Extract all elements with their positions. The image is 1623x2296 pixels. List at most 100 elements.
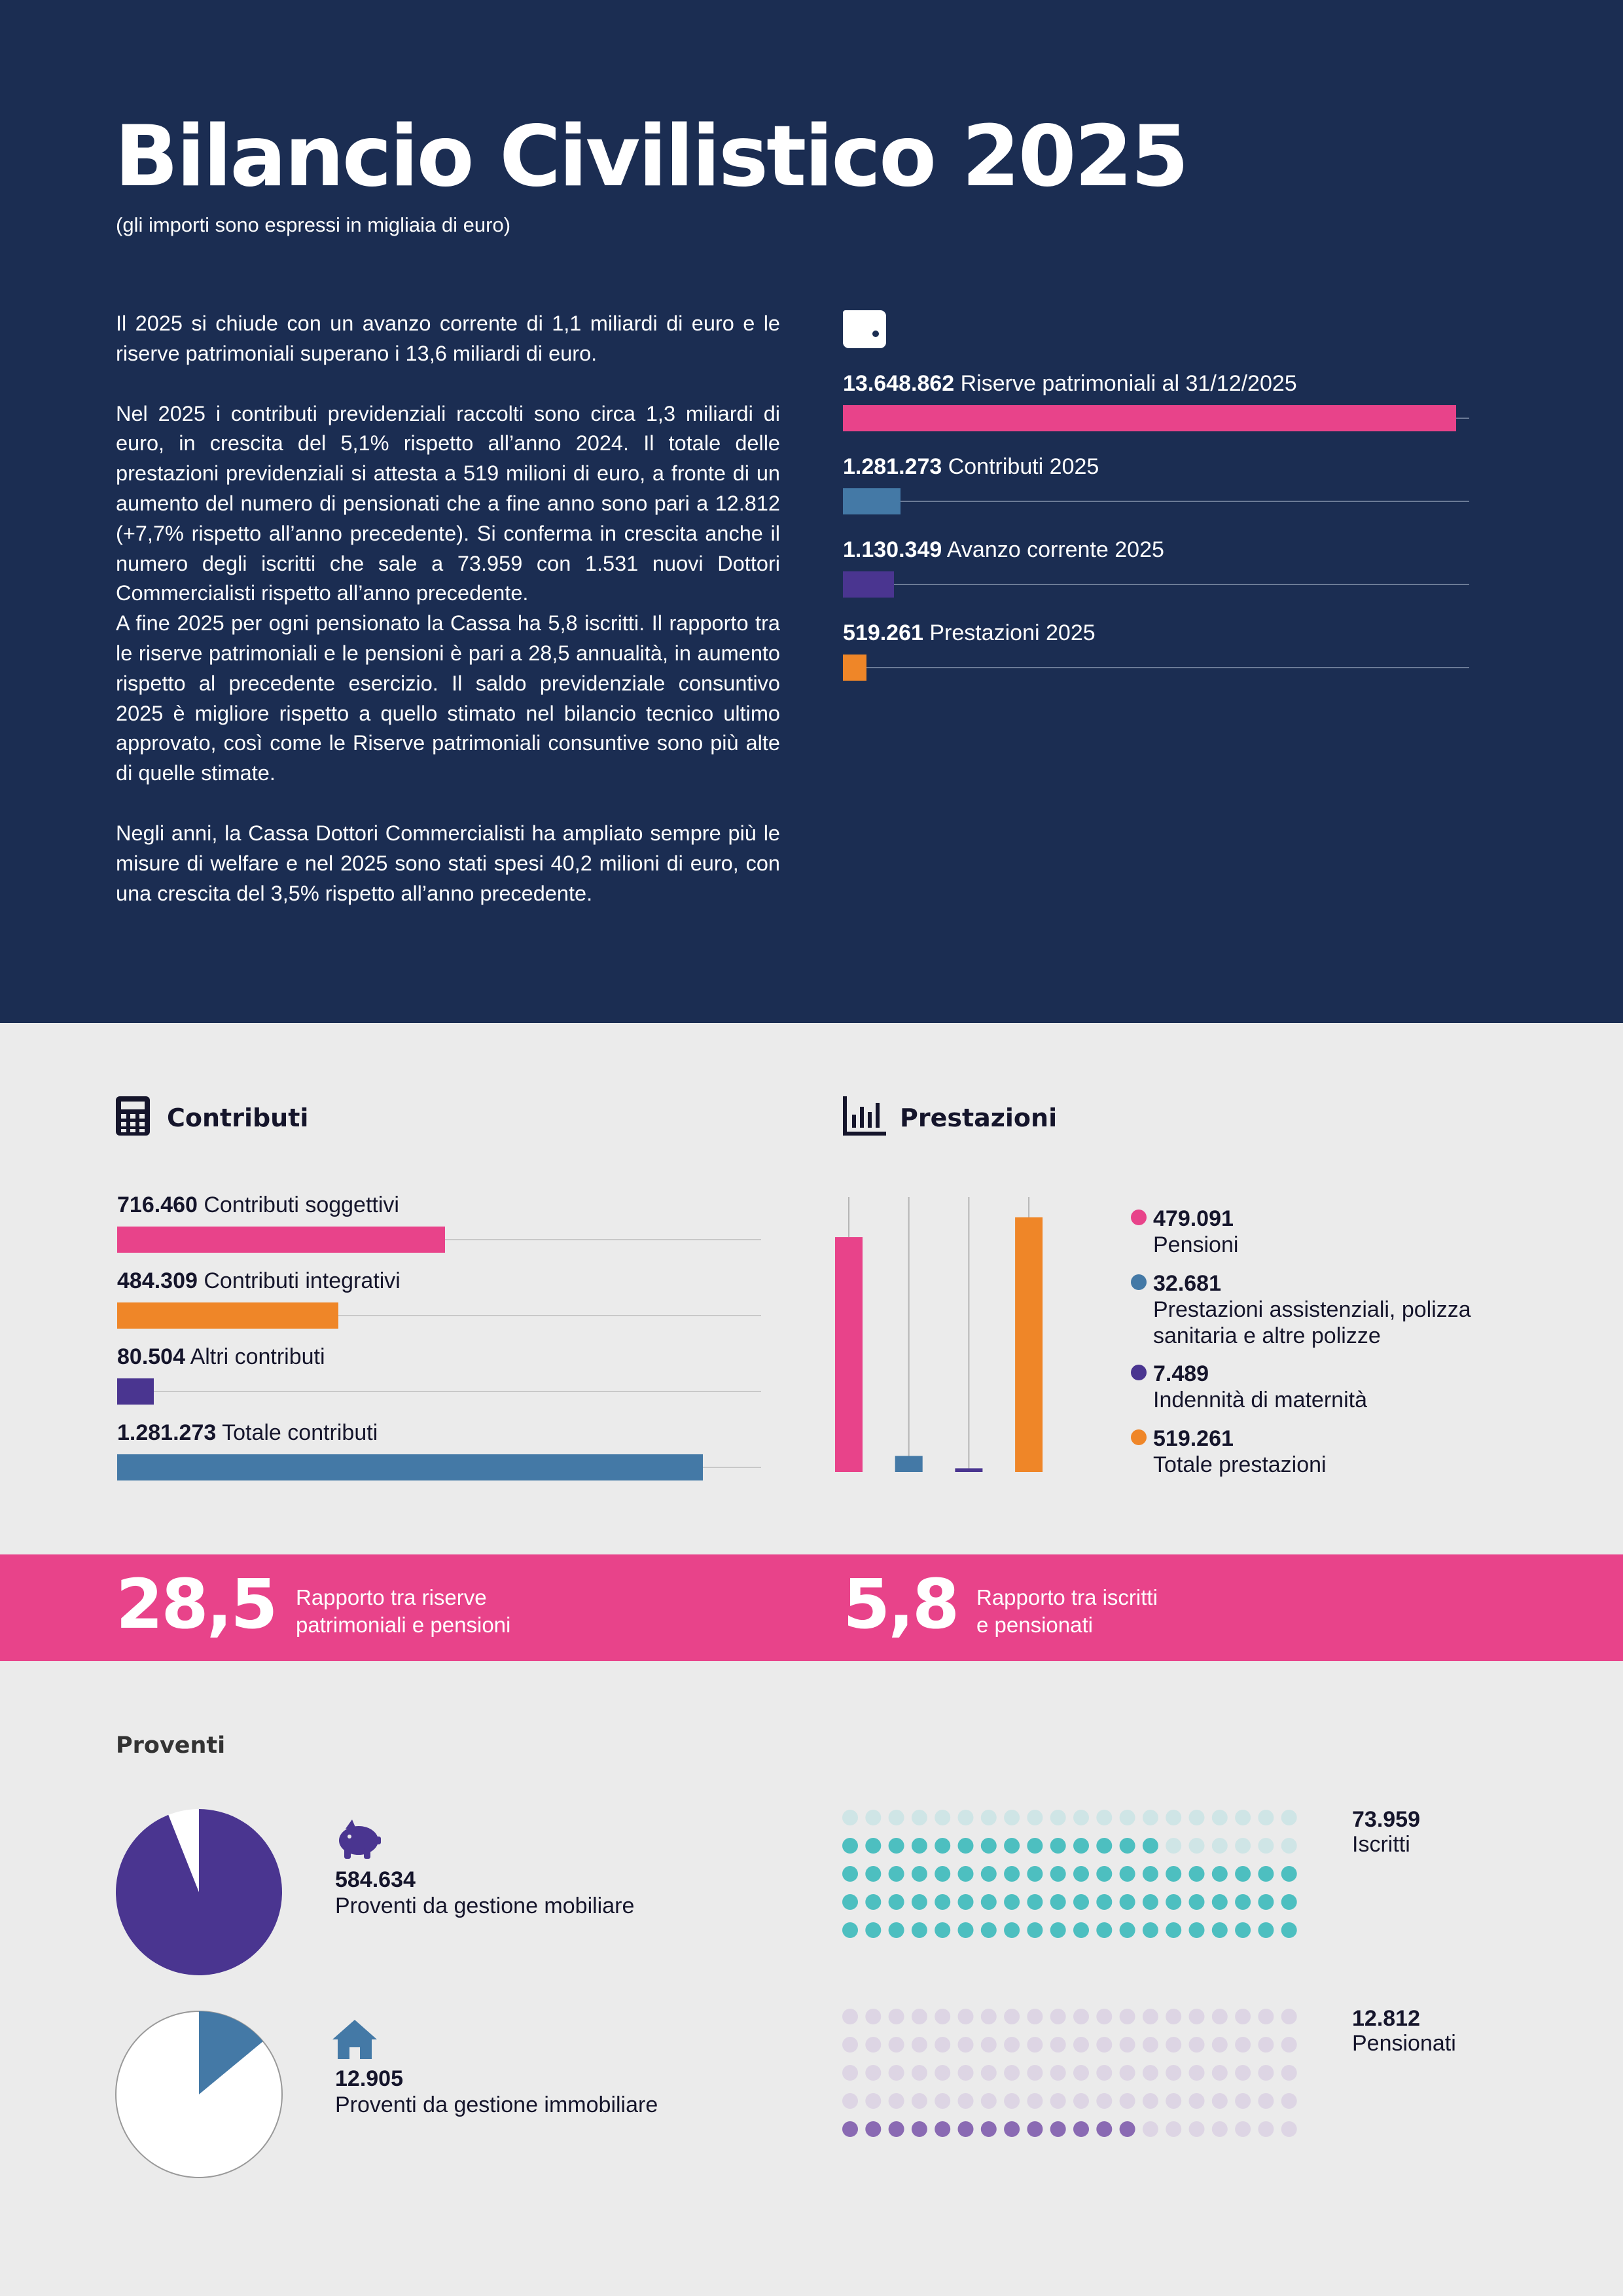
ratio-text: patrimoniali e pensioni xyxy=(296,1613,511,1637)
dot-filled xyxy=(1166,1922,1182,1938)
dot-empty xyxy=(1188,1810,1205,1825)
dot-empty xyxy=(1096,2065,1113,2081)
section-title: Prestazioni xyxy=(900,1103,1058,1132)
dot-empty xyxy=(1119,2093,1135,2109)
dot-filled xyxy=(1050,1894,1066,1910)
calculator-icon xyxy=(116,1096,150,1136)
category-label: Prestazioni 2025 xyxy=(929,620,1096,645)
bar xyxy=(1015,1217,1043,1472)
dot-empty xyxy=(865,1810,882,1825)
dot-filled xyxy=(1004,1922,1020,1938)
dot-filled xyxy=(842,2121,858,2137)
value-label: 12.905 xyxy=(335,2066,403,2091)
track-line xyxy=(843,584,1469,585)
header-section xyxy=(0,0,1623,1023)
dot-empty xyxy=(842,2065,858,2081)
dot-filled xyxy=(980,2121,997,2137)
dot-filled xyxy=(1073,1894,1089,1910)
dot-empty xyxy=(1281,2065,1297,2081)
dot-empty xyxy=(1073,2093,1089,2109)
dot-filled xyxy=(980,1894,997,1910)
dot-filled xyxy=(1142,1866,1158,1882)
dot-empty xyxy=(1142,2037,1158,2053)
dot-empty xyxy=(1211,1838,1228,1854)
bar-label: 80.504 Altri contributi xyxy=(117,1344,325,1370)
dot-filled xyxy=(888,1866,904,1882)
dot-empty xyxy=(1235,2065,1251,2081)
dot-empty xyxy=(1073,2065,1089,2081)
dot-empty xyxy=(1258,1810,1274,1825)
dot-empty xyxy=(1142,2065,1158,2081)
dot-empty xyxy=(1258,2093,1274,2109)
dot-empty xyxy=(842,2037,858,2053)
dot-empty xyxy=(980,2009,997,2024)
dot-empty xyxy=(911,2093,927,2109)
dot-empty xyxy=(957,2037,974,2053)
dot-filled xyxy=(1211,1894,1228,1910)
dot-empty xyxy=(1096,2093,1113,2109)
dot-empty xyxy=(888,2037,904,2053)
subtitle: (gli importi sono espressi in migliaia d… xyxy=(116,213,511,236)
dot-empty xyxy=(888,1810,904,1825)
ratio-text: Rapporto tra iscritti xyxy=(976,1585,1158,1609)
dot-filled xyxy=(980,1866,997,1882)
dot-empty xyxy=(1004,2065,1020,2081)
dot-empty xyxy=(1166,2065,1182,2081)
value-label: 1.281.273 xyxy=(843,454,942,479)
dot-empty xyxy=(1004,2093,1020,2109)
dot-empty xyxy=(865,2093,882,2109)
dot-filled xyxy=(1166,1894,1182,1910)
bar xyxy=(835,1237,863,1472)
dot-filled xyxy=(888,2121,904,2137)
dot-empty xyxy=(1235,1838,1251,1854)
dot-filled xyxy=(1211,1866,1228,1882)
dot-empty xyxy=(1166,2009,1182,2024)
dot-empty xyxy=(1073,2009,1089,2024)
dot-empty xyxy=(980,2037,997,2053)
dot-filled xyxy=(1235,1866,1251,1882)
dot-filled xyxy=(1235,1894,1251,1910)
dot-empty xyxy=(842,1810,858,1825)
dot-empty xyxy=(1235,2009,1251,2024)
wallet-icon xyxy=(843,310,886,348)
paragraph: Negli anni, la Cassa Dottori Commerciali… xyxy=(116,821,780,905)
dot-filled xyxy=(1073,1838,1089,1854)
dot-filled xyxy=(1188,1894,1205,1910)
bar xyxy=(843,571,894,598)
value-label: 1.281.273 xyxy=(117,1420,217,1445)
dot-filled xyxy=(842,1866,858,1882)
dot-filled xyxy=(1073,2121,1089,2137)
dot-empty xyxy=(935,2093,951,2109)
value-label: 80.504 xyxy=(117,1344,185,1369)
dot-empty xyxy=(865,2065,882,2081)
dot-filled xyxy=(911,1866,927,1882)
dot-empty xyxy=(888,2065,904,2081)
ratio-value: 5,8 xyxy=(843,1564,959,1644)
legend-entry: 32.681 Prestazioni assistenziali, polizza… xyxy=(1153,1270,1526,1349)
value-label: 519.261 xyxy=(843,620,923,645)
dot-empty xyxy=(1004,2037,1020,2053)
dot-filled xyxy=(1281,1894,1297,1910)
dot-filled xyxy=(1050,1866,1066,1882)
dot-filled xyxy=(935,2121,951,2137)
dot-empty xyxy=(980,1810,997,1825)
bar xyxy=(117,1302,339,1329)
dot-empty xyxy=(1027,2037,1043,2053)
legend-dot xyxy=(1131,1274,1147,1290)
dot-empty xyxy=(865,2037,882,2053)
dot-filled xyxy=(1281,1922,1297,1938)
dot-empty xyxy=(1096,1810,1113,1825)
dot-filled xyxy=(1050,2121,1066,2137)
dot-empty xyxy=(1281,2037,1297,2053)
dot-filled xyxy=(865,2121,882,2137)
dot-empty xyxy=(1142,1810,1158,1825)
dot-empty xyxy=(1050,2065,1066,2081)
value-label: 479.091 xyxy=(1153,1206,1234,1231)
dot-filled xyxy=(980,1922,997,1938)
dot-empty xyxy=(1235,2121,1251,2137)
dot-empty xyxy=(1281,2093,1297,2109)
value-label: 12.812 xyxy=(1352,2006,1420,2031)
legend-label: Pensioni xyxy=(1153,1232,1239,1257)
value-label: 519.261 xyxy=(1153,1426,1234,1451)
